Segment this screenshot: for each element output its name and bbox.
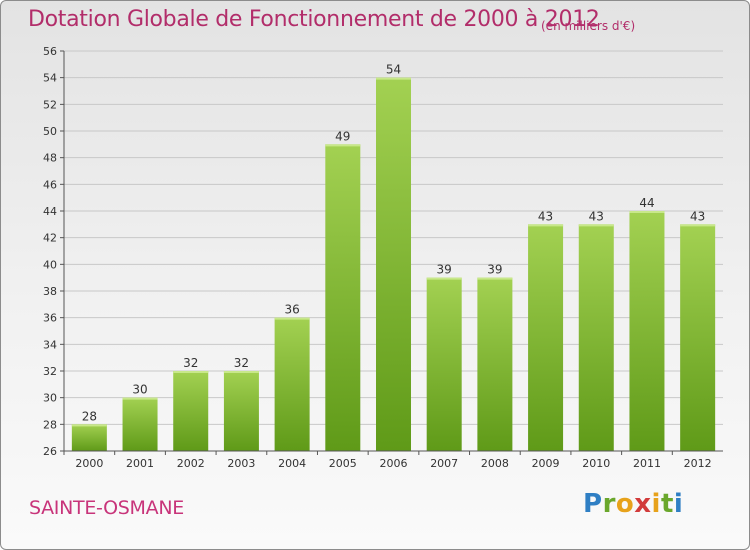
x-tick-label: 2000: [75, 457, 103, 470]
bar-2005: [325, 144, 361, 452]
y-tick-label: 42: [43, 232, 57, 245]
x-tick-label: 2002: [177, 457, 205, 470]
x-tick-label: 2004: [278, 457, 306, 470]
bar-2004: [274, 317, 310, 451]
bar-2003: [223, 371, 259, 451]
data-label: 36: [284, 303, 299, 317]
y-tick-label: 38: [43, 285, 57, 298]
y-tick-label: 56: [43, 45, 57, 58]
data-label: 28: [82, 409, 97, 423]
logo-letter: i: [651, 489, 661, 519]
logo-letter: x: [634, 489, 652, 519]
y-axis: 26 28 30 32 34 36 38 40 42 44 46 48 50 52 54 56: [43, 45, 65, 458]
data-label: 49: [335, 129, 350, 143]
y-tick-label: 36: [43, 312, 57, 325]
x-tick-label: 2005: [329, 457, 357, 470]
bar-2010: [578, 224, 614, 451]
data-label: 32: [234, 356, 249, 370]
y-tick-label: 52: [43, 98, 57, 111]
data-label: 44: [639, 196, 654, 210]
y-tick-label: 40: [43, 258, 57, 271]
data-label: 30: [132, 383, 147, 397]
x-axis: 2000 2001 2002 2003 2004 2005 2006 2007 2008 2009…: [63, 450, 723, 470]
y-tick-label: 32: [43, 365, 57, 378]
x-tick-label: 2007: [430, 457, 458, 470]
y-tick-label: 28: [43, 418, 57, 431]
logo-letter: r: [602, 489, 616, 519]
bar-2011: [629, 211, 665, 451]
data-label: 43: [690, 209, 705, 223]
bar-2007: [426, 277, 462, 451]
data-label: 32: [183, 356, 198, 370]
chart-title: Dotation Globale de Fonctionnement de 20…: [28, 7, 600, 32]
bars: 28 30 32 32 36 49 54 39 39 43 43 44 43: [71, 63, 716, 452]
proxiti-logo: Proxiti: [583, 489, 683, 519]
bar-2012: [680, 224, 716, 451]
y-tick-label: 54: [43, 72, 57, 85]
x-tick-label: 2009: [532, 457, 560, 470]
logo-letter: i: [673, 489, 684, 519]
x-tick-label: 2001: [126, 457, 154, 470]
chart-subtitle: (en milliers d'€): [541, 19, 636, 33]
bar-2006: [376, 77, 411, 452]
x-tick-label: 2010: [582, 457, 610, 470]
data-label: 43: [538, 209, 553, 223]
y-tick-label: 30: [43, 392, 57, 405]
logo-letter: t: [660, 489, 674, 519]
y-tick-label: 44: [43, 205, 57, 218]
data-label: 39: [437, 263, 452, 277]
bar-2001: [122, 397, 158, 451]
town-name: SAINTE-OSMANE: [29, 497, 184, 519]
x-tick-label: 2012: [684, 457, 712, 470]
logo-letter: o: [615, 489, 635, 519]
data-label: 54: [386, 63, 401, 77]
x-tick-label: 2006: [380, 457, 408, 470]
y-tick-label: 48: [43, 152, 57, 165]
bar-2008: [477, 277, 513, 451]
logo-letter: P: [583, 489, 603, 519]
x-tick-label: 2008: [481, 457, 509, 470]
bar-2009: [528, 224, 564, 451]
x-tick-label: 2003: [227, 457, 255, 470]
data-label: 39: [487, 263, 502, 277]
y-tick-label: 46: [43, 178, 57, 191]
bar-2000: [71, 424, 107, 451]
y-tick-label: 50: [43, 125, 57, 138]
x-tick-label: 2011: [633, 457, 661, 470]
y-tick-label: 26: [43, 445, 57, 458]
bar-2002: [173, 371, 209, 451]
y-tick-label: 34: [43, 338, 57, 351]
data-label: 43: [589, 209, 604, 223]
